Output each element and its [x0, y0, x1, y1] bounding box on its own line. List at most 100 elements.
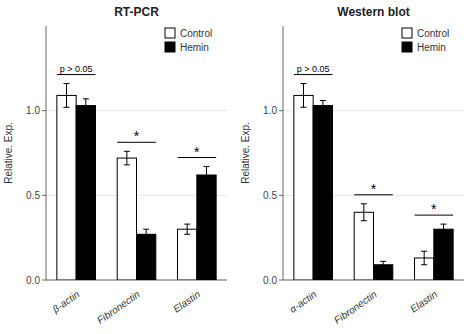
legend-label: Hemin: [180, 42, 209, 53]
bar: [354, 212, 373, 280]
y-tick-label: 1.0: [263, 105, 277, 116]
plot-area: [294, 84, 453, 280]
error-bar: [440, 224, 446, 234]
bar: [178, 229, 197, 280]
x-tick-label: Fibronectin: [332, 288, 379, 326]
error-bar: [421, 251, 427, 265]
error-line: [363, 204, 364, 221]
error-line: [303, 84, 304, 108]
error-cap: [301, 107, 307, 108]
error-cap: [143, 239, 149, 240]
y-axis: [46, 26, 47, 280]
page: {"chart_data": [ {"type": "bar", "title"…: [0, 0, 474, 334]
error-cap: [361, 220, 367, 221]
error-cap: [83, 112, 89, 113]
error-bar: [124, 151, 130, 165]
error-cap: [361, 203, 367, 204]
y-axis-label: Relative. Exp.: [240, 122, 251, 184]
error-bar: [143, 229, 149, 239]
error-cap: [320, 100, 326, 101]
error-cap: [380, 261, 386, 262]
error-cap: [64, 83, 70, 84]
error-line: [443, 224, 444, 234]
y-tick-label: 0.0: [26, 275, 40, 286]
y-tick-label: 1.0: [26, 105, 40, 116]
annotation: *: [194, 144, 200, 160]
y-tick-label: 0.5: [263, 190, 277, 201]
x-tick-label: Elastin: [408, 288, 439, 314]
y-axis-label: Relative. Exp.: [3, 122, 14, 184]
legend-swatch: [402, 42, 412, 52]
legend-label: Control: [417, 28, 449, 39]
legend: Control Hemin: [402, 28, 449, 53]
chart: Western blot Relative. Exp. 0.0 0.5 1.0 α-act…: [240, 5, 464, 326]
error-cap: [421, 264, 427, 265]
bracket: [57, 74, 96, 75]
bar: [313, 106, 332, 280]
y-tick: [42, 110, 46, 111]
error-cap: [143, 229, 149, 230]
error-bar: [83, 99, 89, 113]
error-line: [126, 151, 127, 165]
legend-label: Control: [180, 28, 212, 39]
error-bar: [203, 167, 209, 184]
bar: [294, 95, 313, 280]
bar: [76, 106, 95, 280]
error-line: [85, 99, 86, 113]
error-line: [187, 224, 188, 234]
error-cap: [124, 164, 130, 165]
error-cap: [184, 234, 190, 235]
error-cap: [320, 110, 326, 111]
title: Western blot: [337, 5, 409, 19]
x-tick-label: β-actin: [50, 288, 82, 315]
error-cap: [203, 166, 209, 167]
error-cap: [124, 151, 130, 152]
error-cap: [184, 224, 190, 225]
plot-area: [57, 84, 216, 280]
error-line: [146, 229, 147, 239]
bar: [434, 229, 453, 280]
error-line: [383, 261, 384, 268]
error-bar: [64, 84, 70, 108]
bar: [57, 95, 76, 280]
error-cap: [440, 224, 446, 225]
chart: RT-PCRRelative. Exp.0.00.51.0β-actinFibr…: [3, 5, 227, 326]
y-tick-label: 0.5: [26, 190, 40, 201]
error-cap: [83, 98, 89, 99]
x-tick-label: Elastin: [171, 288, 202, 314]
error-bar: [301, 84, 307, 108]
error-cap: [440, 234, 446, 235]
error-bar: [380, 261, 386, 268]
error-cap: [64, 107, 70, 108]
error-line: [66, 84, 67, 108]
legend-label: Hemin: [417, 42, 446, 53]
error-line: [322, 101, 323, 111]
bar: [197, 175, 216, 280]
error-bar: [361, 204, 367, 221]
error-cap: [301, 83, 307, 84]
y-tick: [42, 195, 46, 196]
bar: [117, 158, 136, 280]
annotation: p > 0.05: [297, 64, 330, 74]
error-line: [206, 167, 207, 184]
error-cap: [421, 251, 427, 252]
error-cap: [380, 268, 386, 269]
x-tick-label: α-actin: [287, 288, 318, 315]
bar: [137, 234, 156, 280]
annotation: *: [431, 201, 437, 217]
title: RT-PCR: [114, 5, 159, 19]
bracket: [294, 74, 333, 75]
legend: Control Hemin: [165, 28, 212, 53]
y-tick-label: 0.0: [263, 275, 277, 286]
annotation: p > 0.05: [60, 64, 93, 74]
figure: RT-PCR Relative. Exp. 0.0 0.5 1.0 β-actin Fibr…: [0, 0, 474, 334]
error-line: [424, 251, 425, 265]
legend-swatch: [402, 28, 412, 38]
legend-swatch: [165, 42, 175, 52]
annotation: *: [371, 181, 377, 197]
error-bar: [320, 101, 326, 111]
y-tick: [279, 195, 283, 196]
error-cap: [203, 183, 209, 184]
error-bar: [184, 224, 190, 234]
y-tick: [279, 280, 283, 281]
